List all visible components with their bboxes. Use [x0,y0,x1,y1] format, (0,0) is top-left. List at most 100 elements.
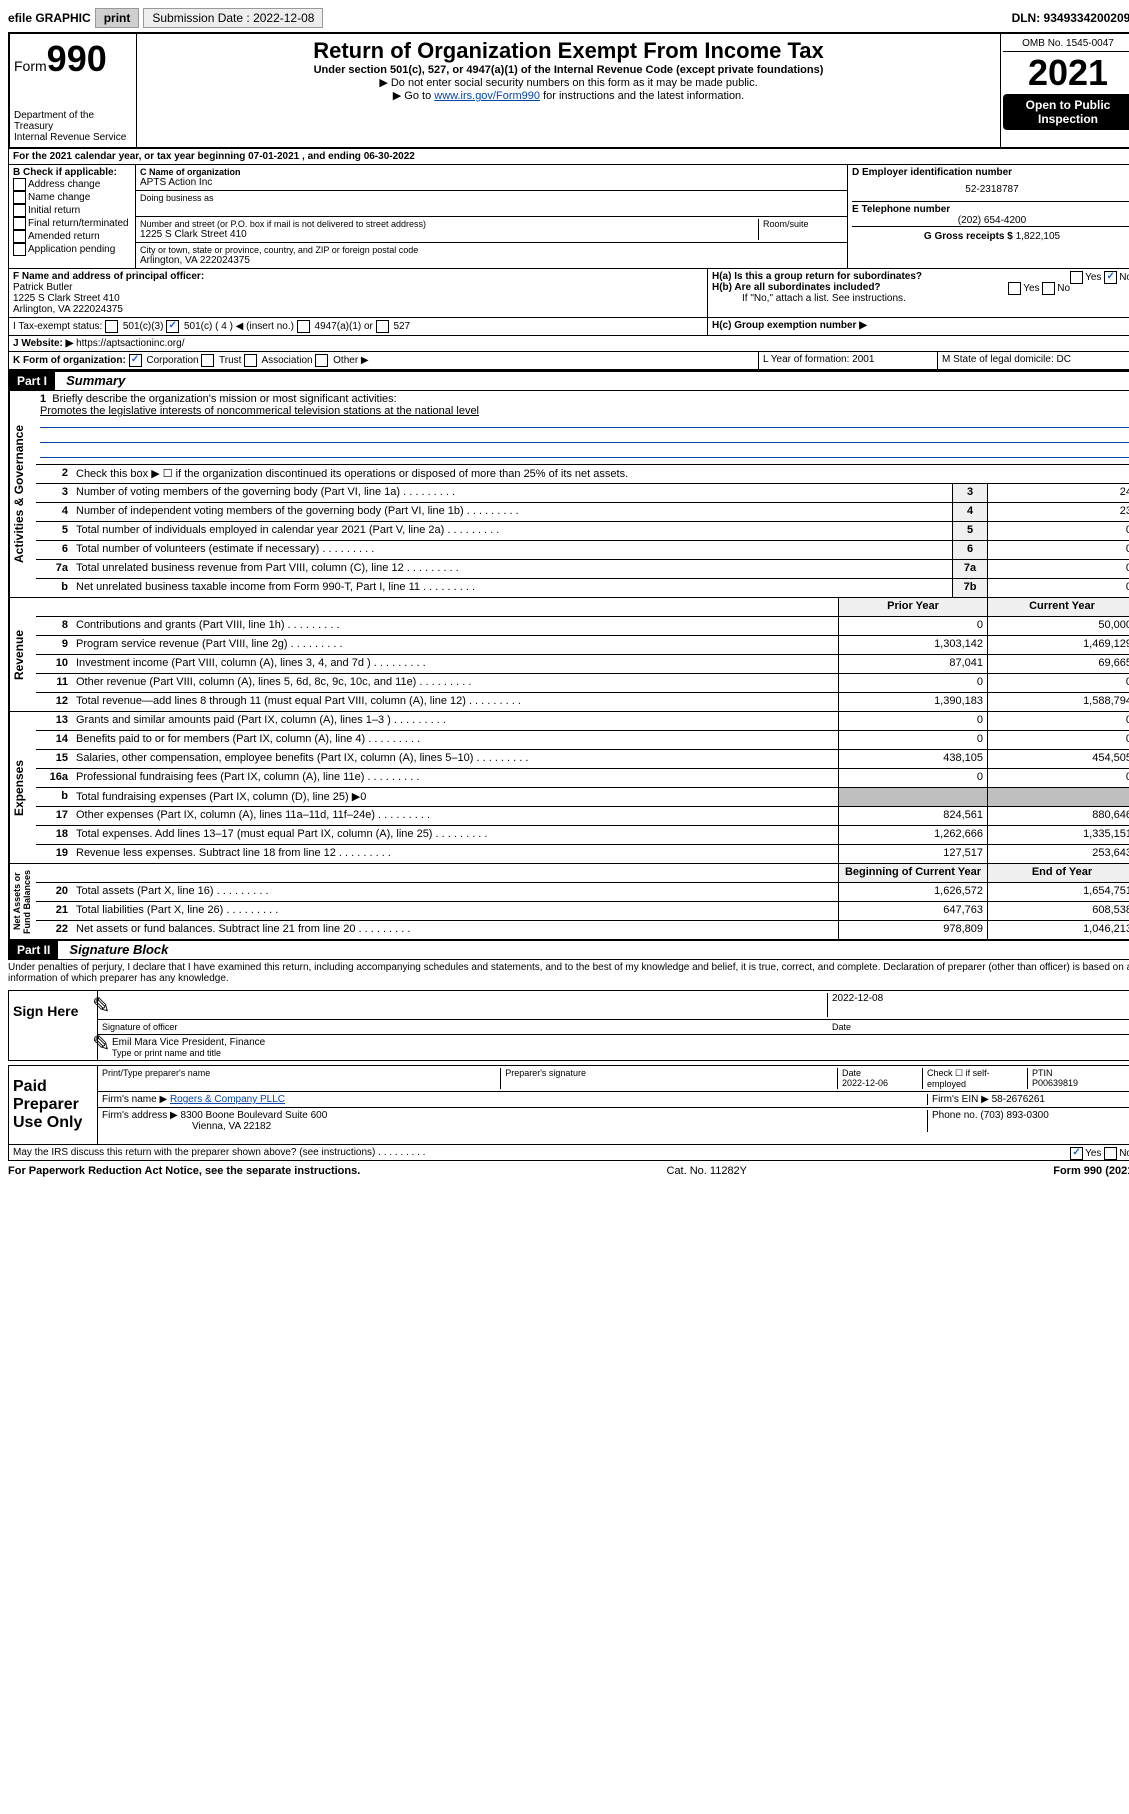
k-corp-check[interactable] [129,354,142,367]
c-room-label: Room/suite [758,219,843,240]
data-line: 13Grants and similar amounts paid (Part … [36,712,1129,731]
prep-sig-label: Preparer's signature [501,1068,838,1089]
data-line: 10Investment income (Part VIII, column (… [36,655,1129,674]
data-line: 22Net assets or fund balances. Subtract … [36,921,1129,939]
part2-header-row: Part II Signature Block [8,941,1129,960]
c-city-label: City or town, state or province, country… [140,245,843,255]
part2-header: Part II [9,941,58,959]
paid-label: Paid Preparer Use Only [9,1066,98,1144]
b-opt-2[interactable]: Initial return [13,204,131,217]
data-line: 12Total revenue—add lines 8 through 11 (… [36,693,1129,711]
prep-date-label: Date [842,1068,922,1078]
hb-label: H(b) Are all subordinates included? [712,282,881,293]
l1-value: Promotes the legislative interests of no… [40,405,1129,417]
c-name: APTS Action Inc [140,177,843,188]
i-4947-check[interactable] [297,320,310,333]
print-button[interactable]: print [95,8,140,28]
i-501c3-check[interactable] [105,320,118,333]
hc-label: H(c) Group exemption number ▶ [712,320,867,331]
b-opt-0[interactable]: Address change [13,178,131,191]
pen-icon: ✎ [92,993,110,1019]
c-street-label: Number and street (or P.O. box if mail i… [140,219,758,229]
phone-label: Phone no. [932,1110,978,1121]
hb-line: H(b) Are all subordinates included? Yes … [712,282,1129,293]
b-opt-4[interactable]: Amended return [13,230,131,243]
sig-date-label: Date [832,1022,1129,1032]
i-527-check[interactable] [376,320,389,333]
section-net-assets: Net Assets orFund Balances Beginning of … [8,864,1129,941]
prep-selfemp: Check ☐ if self-employed [923,1068,1028,1089]
data-line: 9Program service revenue (Part VIII, lin… [36,636,1129,655]
section-revenue: Revenue Prior Year Current Year 8Contrib… [8,598,1129,712]
f-addr1: 1225 S Clark Street 410 [13,293,703,304]
section-governance: Activities & Governance 1 Briefly descri… [8,391,1129,598]
section-expenses: Expenses 13Grants and similar amounts pa… [8,712,1129,864]
subtitle-3: ▶ Go to www.irs.gov/Form990 for instruct… [141,89,996,102]
ptin-value: P00639819 [1032,1078,1129,1088]
paid-preparer-block: Paid Preparer Use Only Print/Type prepar… [8,1065,1129,1145]
row-a: For the 2021 calendar year, or tax year … [8,149,1129,165]
vert-net-assets: Net Assets orFund Balances [9,864,36,939]
firm-ein-label: Firm's EIN ▶ [932,1094,989,1105]
data-line: 19Revenue less expenses. Subtract line 1… [36,845,1129,863]
goto-prefix: ▶ Go to [393,90,434,102]
footer: For Paperwork Reduction Act Notice, see … [8,1165,1129,1177]
j-label: J Website: ▶ [13,338,76,349]
g-value: 1,822,105 [1016,231,1061,242]
g-label: G Gross receipts $ [924,231,1013,242]
i-501c-check[interactable] [166,320,179,333]
row-bcd: B Check if applicable: Address change Na… [8,165,1129,269]
form-word: Form [14,58,47,74]
efile-label: efile GRAPHIC [8,11,91,25]
firm-name-link[interactable]: Rogers & Company PLLC [170,1094,285,1105]
data-line: 20Total assets (Part X, line 16)1,626,57… [36,883,1129,902]
prep-date: 2022-12-06 [842,1078,922,1088]
section-b: B Check if applicable: Address change Na… [9,165,136,269]
i-label: I Tax-exempt status: [13,321,102,332]
prep-name-label: Print/Type preparer's name [102,1068,501,1089]
gov-line: 2Check this box ▶ ☐ if the organization … [36,465,1129,484]
e-value: (202) 654-4200 [852,215,1129,226]
data-line: 15Salaries, other compensation, employee… [36,750,1129,769]
sign-here-label: Sign Here [9,991,98,1060]
f-name: Patrick Butler [13,282,703,293]
b-opt-5[interactable]: Application pending [13,243,131,256]
open-to-public: Open to Public Inspection [1003,94,1129,130]
data-line: 11Other revenue (Part VIII, column (A), … [36,674,1129,693]
data-line: bTotal fundraising expenses (Part IX, co… [36,788,1129,807]
part2-declaration: Under penalties of perjury, I declare th… [8,960,1129,986]
e-label: E Telephone number [852,204,1129,215]
sign-date: 2022-12-08 [828,993,1129,1017]
discuss-yes-check[interactable] [1070,1147,1083,1160]
part1-header: Part I [9,372,55,390]
c-street: 1225 S Clark Street 410 [140,229,758,240]
k-assoc-check[interactable] [244,354,257,367]
firm-name-label: Firm's name ▶ [102,1094,167,1105]
ptin-label: PTIN [1032,1068,1129,1078]
irs-link[interactable]: www.irs.gov/Form990 [434,90,540,102]
tax-year: 2021 [1003,52,1129,94]
discuss-no-check[interactable] [1104,1147,1117,1160]
k-trust-check[interactable] [201,354,214,367]
dln-label: DLN: 93493342002092 [1012,11,1129,25]
footer-mid: Cat. No. 11282Y [667,1165,748,1177]
gov-line: 7aTotal unrelated business revenue from … [36,560,1129,579]
vert-revenue: Revenue [9,598,36,711]
part2-title: Signature Block [61,940,176,959]
b-opt-3[interactable]: Final return/terminated [13,217,131,230]
irs-label: Internal Revenue Service [14,132,132,143]
sign-block: Sign Here ✎ 2022-12-08 Signature of offi… [8,990,1129,1061]
line-a: For the 2021 calendar year, or tax year … [9,149,1129,165]
b-opt-1[interactable]: Name change [13,191,131,204]
k-other-check[interactable] [315,354,328,367]
row-j: J Website: ▶ https://aptsactioninc.org/ [8,336,1129,352]
gov-line: bNet unrelated business taxable income f… [36,579,1129,597]
firm-addr1: 8300 Boone Boulevard Suite 600 [181,1110,328,1121]
d-value: 52-2318787 [852,178,1129,201]
gov-line: 5Total number of individuals employed in… [36,522,1129,541]
c-dba-label: Doing business as [140,193,843,203]
dept-treasury: Department of the Treasury [14,110,132,132]
d-label: D Employer identification number [852,167,1129,178]
data-line: 18Total expenses. Add lines 13–17 (must … [36,826,1129,845]
goto-suffix: for instructions and the latest informat… [540,90,744,102]
